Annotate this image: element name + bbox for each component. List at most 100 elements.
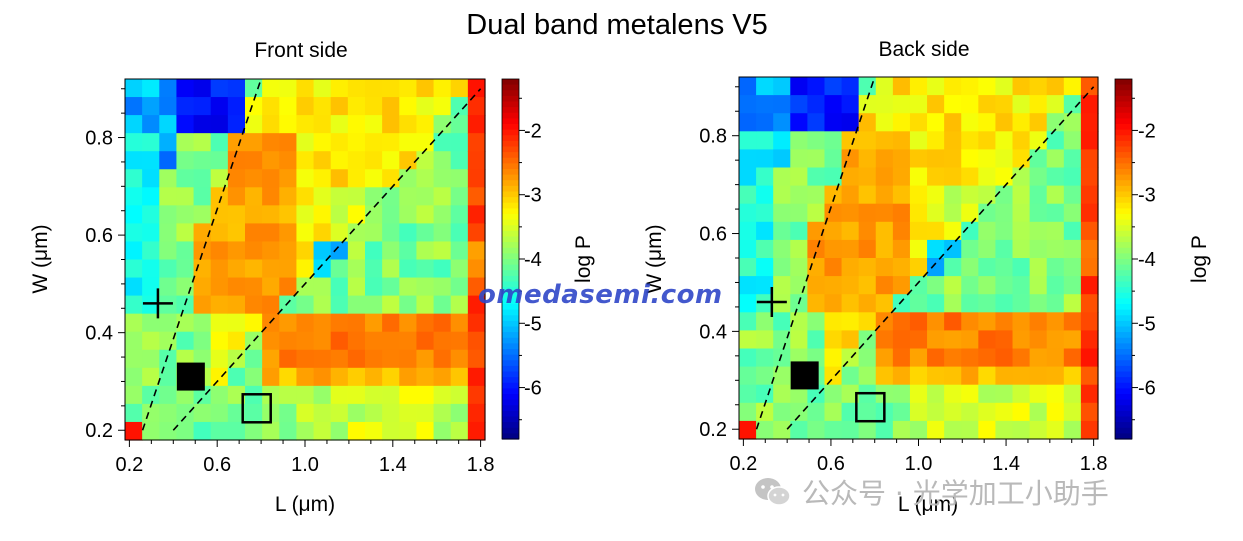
y-tick-label: 0.2 xyxy=(699,419,727,441)
colorbar-swatch xyxy=(502,169,519,176)
heatmap-cell xyxy=(961,294,979,313)
heatmap-cell xyxy=(382,79,400,98)
colorbar-swatch xyxy=(1115,202,1132,209)
heatmap-cell xyxy=(858,294,877,313)
heatmap-cell xyxy=(1046,167,1065,187)
heatmap-cell xyxy=(210,331,229,351)
heatmap-cell xyxy=(995,203,1014,223)
heatmap-cell xyxy=(330,79,349,98)
heatmap-cell xyxy=(399,169,418,188)
colorbar-swatch xyxy=(502,242,519,249)
heatmap-cell xyxy=(262,295,280,315)
heatmap-cell xyxy=(262,187,280,206)
heatmap-cell xyxy=(125,79,143,98)
heatmap-cell xyxy=(995,239,1014,259)
heatmap-cell xyxy=(756,77,774,96)
heatmap-cell xyxy=(824,330,843,350)
heatmap-cell xyxy=(927,77,945,96)
watermark-wechat: 公众号 · 光学加工小助手 xyxy=(754,472,1109,512)
heatmap-cell xyxy=(416,151,435,170)
heatmap-cell xyxy=(756,330,774,350)
heatmap-cell xyxy=(450,115,469,134)
heatmap-cell xyxy=(1046,77,1065,96)
heatmap-cell xyxy=(313,241,332,261)
heatmap-cell xyxy=(807,77,826,96)
heatmap-cell xyxy=(739,294,757,313)
heatmap-cell xyxy=(1063,330,1082,350)
heatmap-cell xyxy=(125,295,143,315)
heatmap-cell xyxy=(1029,185,1048,205)
heatmap-cell xyxy=(365,331,383,351)
heatmap-cell xyxy=(978,221,997,241)
y-tick-label: 0.6 xyxy=(699,224,727,246)
heatmap-cell xyxy=(807,185,826,205)
heatmap-cell xyxy=(227,223,246,243)
heatmap-cell xyxy=(433,277,452,297)
heatmap-cell xyxy=(1012,167,1031,187)
heatmap-cell xyxy=(756,312,774,331)
heatmap-cell xyxy=(875,131,894,150)
heatmap-cell xyxy=(739,258,757,277)
heatmap-cell xyxy=(841,258,860,277)
heatmap-cell xyxy=(756,384,774,404)
x-tick-label: 0.2 xyxy=(115,454,143,476)
heatmap-cell xyxy=(773,312,791,331)
heatmap-cell xyxy=(892,384,911,404)
colorbar-swatch xyxy=(502,146,519,153)
heatmap-cell xyxy=(382,241,400,261)
heatmap-cell xyxy=(1063,294,1082,313)
heatmap-cell xyxy=(467,331,486,351)
heatmap-cell xyxy=(978,239,997,259)
colorbar-tick-label: -4 xyxy=(524,249,542,271)
heatmap-cell xyxy=(1080,221,1099,241)
heatmap-cell xyxy=(790,149,808,169)
heatmap-cell xyxy=(773,149,791,169)
heatmap-cell xyxy=(142,151,160,170)
colorbar-swatch xyxy=(502,124,519,131)
heatmap-cell xyxy=(875,167,894,187)
colorbar-swatch xyxy=(1115,410,1132,418)
heatmap-cell xyxy=(790,95,808,114)
heatmap-cell xyxy=(1063,312,1082,331)
heatmap-cell xyxy=(279,403,298,423)
heatmap-cell xyxy=(382,151,400,170)
heatmap-cell xyxy=(125,385,143,405)
heatmap-cell xyxy=(961,276,979,295)
heatmap-cell xyxy=(347,187,366,206)
heatmap-cell xyxy=(296,133,315,152)
heatmap-cell xyxy=(790,276,808,295)
heatmap-cell xyxy=(125,421,143,441)
heatmap-cell xyxy=(142,133,160,152)
heatmap-cell xyxy=(125,169,143,188)
heatmap-cell xyxy=(296,205,315,224)
heatmap-cell xyxy=(330,205,349,224)
heatmap-cell xyxy=(909,149,928,169)
colorbar-swatch xyxy=(502,270,519,277)
heatmap-cell xyxy=(193,205,212,224)
heatmap-cell xyxy=(399,385,418,405)
colorbar-swatch xyxy=(502,377,519,384)
heatmap-cell xyxy=(961,330,979,350)
heatmap-cell xyxy=(467,97,486,116)
heatmap-cell xyxy=(961,77,979,96)
heatmap-cell xyxy=(399,205,418,224)
panel-title: Back side xyxy=(878,38,969,61)
colorbar-swatch xyxy=(502,298,519,305)
heatmap-cell xyxy=(416,187,435,206)
heatmap-cell xyxy=(739,167,757,187)
heatmap-cell xyxy=(433,385,452,405)
heatmap-cell xyxy=(1029,258,1048,277)
heatmap-cell xyxy=(944,131,962,150)
heatmap-cell xyxy=(416,403,435,423)
heatmap-cell xyxy=(399,223,418,243)
heatmap-cell xyxy=(756,131,774,150)
heatmap-cell xyxy=(210,241,229,261)
heatmap-cell xyxy=(995,221,1014,241)
y-axis-label: W (μm) xyxy=(29,224,52,293)
heatmap-cell xyxy=(739,239,757,259)
heatmap-cell xyxy=(467,259,486,279)
heatmap-cell xyxy=(245,259,263,279)
heatmap-cell xyxy=(193,421,212,441)
heatmap-cell xyxy=(227,241,246,261)
heatmap-cell xyxy=(1012,185,1031,205)
